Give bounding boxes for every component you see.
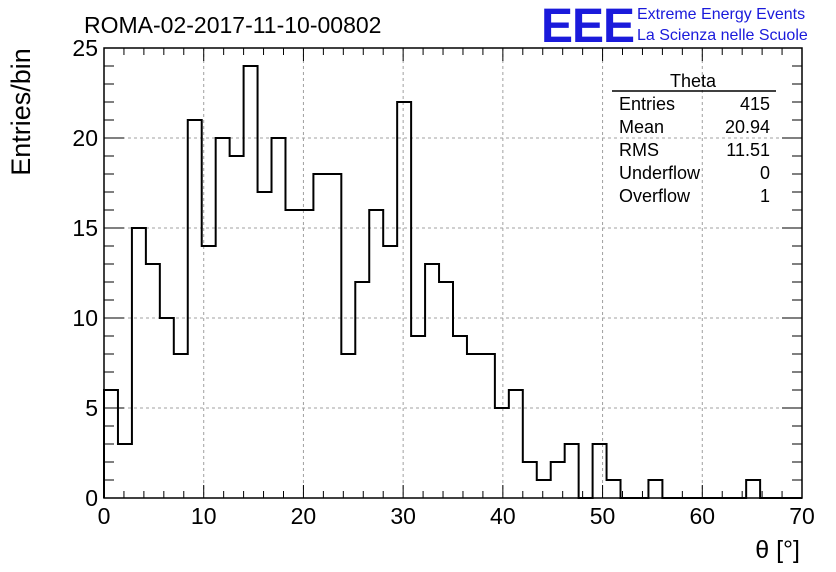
- stats-box: Theta Entries 415 Mean 20.94 RMS 11.51 Underfl…: [612, 71, 776, 206]
- stats-row-label: Entries: [619, 94, 675, 114]
- plot-frame: [103, 47, 803, 499]
- x-tick-label: 50: [590, 503, 616, 529]
- histogram-outline: [103, 65, 802, 499]
- y-tick-label: 5: [85, 395, 98, 421]
- logo-mark: EEE: [541, 0, 634, 53]
- y-tick-label: 15: [72, 215, 98, 241]
- stats-row-label: RMS: [619, 140, 659, 160]
- axis-ticks: [103, 47, 803, 499]
- stats-row-label: Mean: [619, 117, 664, 137]
- x-tick-label: 10: [191, 503, 217, 529]
- y-tick-label: 25: [72, 35, 98, 61]
- stats-row-value: 20.94: [725, 117, 770, 137]
- stats-row-value: 415: [740, 94, 770, 114]
- y-tick-label: 20: [72, 125, 98, 151]
- stats-row-value: 1: [760, 186, 770, 206]
- stats-rows: Entries 415 Mean 20.94 RMS 11.51 Underflow 0 Ove…: [619, 94, 770, 206]
- logo-line-2: La Scienza nelle Scuole: [637, 27, 808, 44]
- y-axis-label: Entries/bin: [6, 48, 36, 176]
- stats-row-value: 0: [760, 163, 770, 183]
- x-tick-label: 30: [390, 503, 416, 529]
- x-tick-label: 60: [689, 503, 715, 529]
- grid: [104, 48, 802, 498]
- y-tick-label: 10: [72, 305, 98, 331]
- stats-row-label: Overflow: [619, 186, 691, 206]
- x-tick-label: 70: [789, 503, 815, 529]
- chart-title: ROMA-02-2017-11-10-00802: [84, 12, 381, 38]
- stats-row-label: Underflow: [619, 163, 701, 183]
- x-axis-label: θ [°]: [755, 536, 800, 564]
- logo-line-1: Extreme Energy Events: [637, 6, 805, 23]
- x-tick-label: 0: [98, 503, 111, 529]
- x-tick-label: 40: [490, 503, 516, 529]
- stats-row-value: 11.51: [726, 140, 770, 160]
- x-tick-label: 20: [291, 503, 317, 529]
- eee-logo: EEE Extreme Energy Events La Scienza nel…: [541, 0, 808, 53]
- y-tick-label: 0: [85, 485, 98, 511]
- stats-title: Theta: [670, 71, 717, 91]
